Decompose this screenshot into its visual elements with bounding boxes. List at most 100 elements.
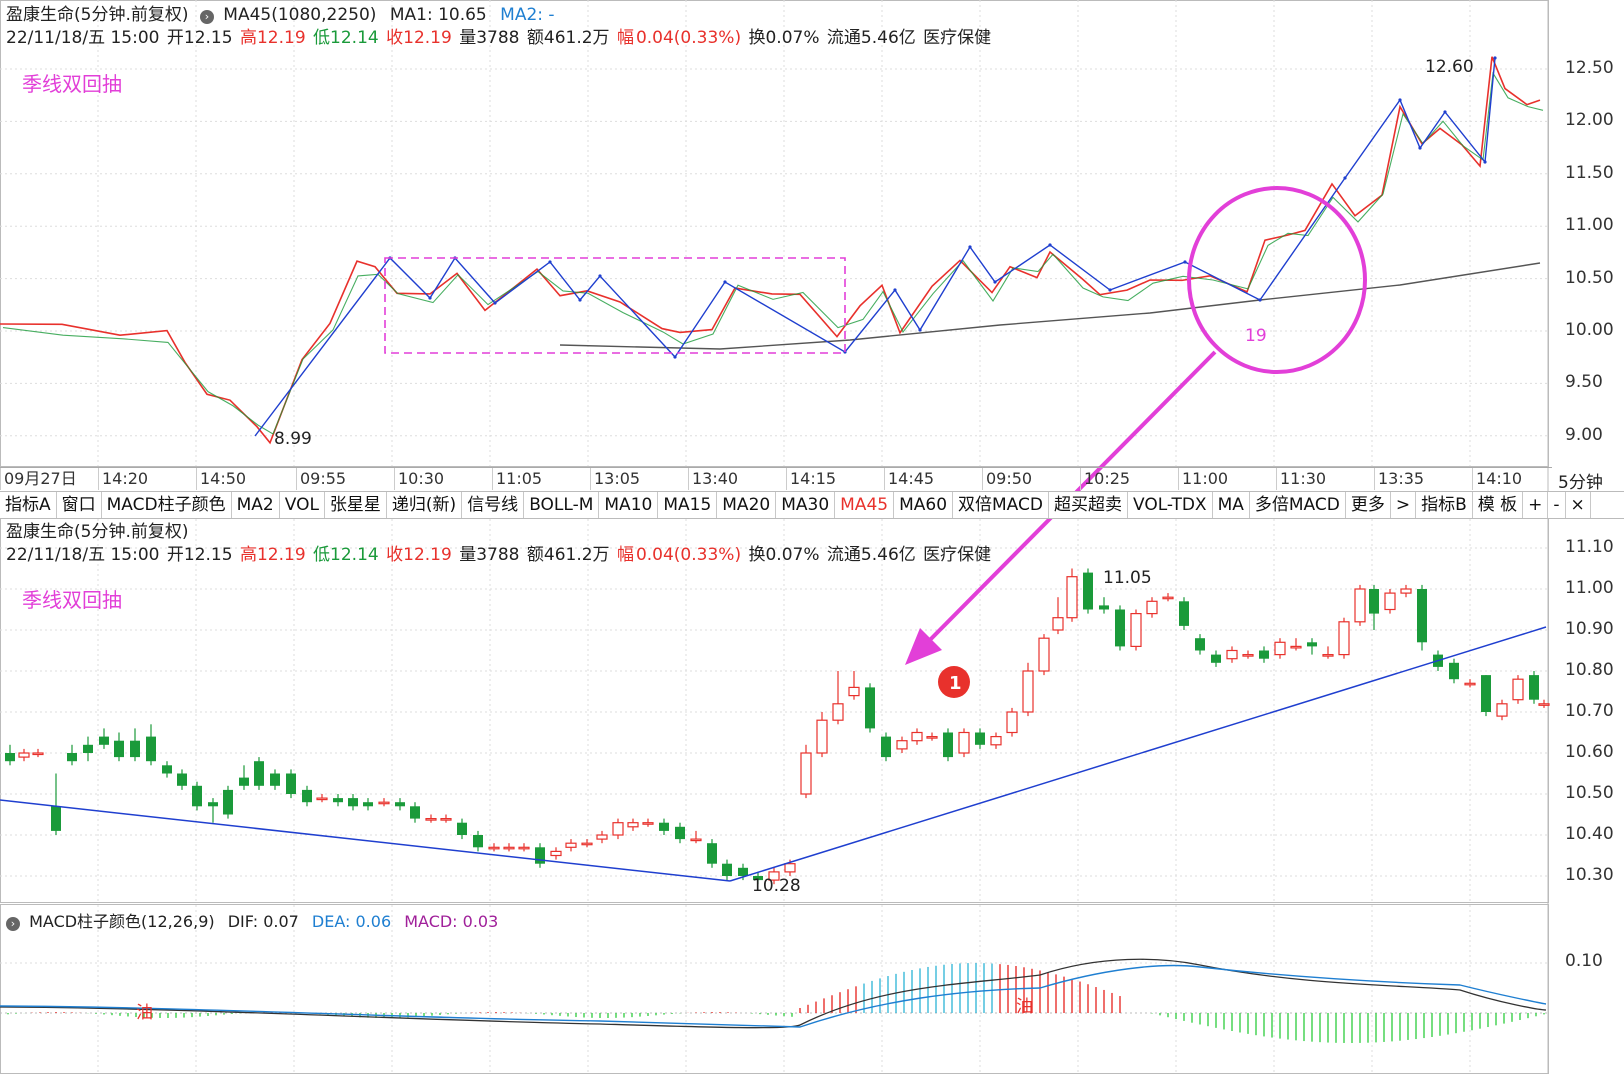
candle-body <box>659 822 669 831</box>
y-axis-tick: 12.50 <box>1565 58 1614 78</box>
settings-icon[interactable]: › <box>199 10 214 24</box>
candle-body <box>1496 703 1508 717</box>
toolbar-item[interactable]: 更多 <box>1346 492 1391 518</box>
candle-body <box>457 822 467 835</box>
toolbar-item[interactable]: 超买超卖 <box>1049 492 1128 518</box>
quote-amplitude: 0.04(0.33%) <box>635 28 742 48</box>
bottom-stock-title[interactable]: 盈康生命(5分钟.前复权) <box>6 522 189 542</box>
candle-body <box>722 863 732 876</box>
bq-close: 收12.19 <box>386 545 452 565</box>
toolbar-item[interactable]: > <box>1391 492 1417 518</box>
macd-dif: DIF: 0.07 <box>227 912 299 931</box>
macd-settings-icon[interactable]: › <box>6 917 20 931</box>
y-axis-tick: 11.50 <box>1565 162 1614 183</box>
bq-amount: 额461.2万 <box>526 545 610 565</box>
candle-body <box>333 798 343 803</box>
toolbar-item[interactable]: 张星星 <box>325 492 387 518</box>
toolbar-item[interactable]: MA15 <box>658 492 718 518</box>
bq-low: 低12.14 <box>313 545 379 565</box>
toolbar-item[interactable]: 双倍MACD <box>953 492 1049 518</box>
candle-body <box>1115 609 1125 647</box>
highlight-circle <box>1187 186 1367 374</box>
top-chart-header: 盈康生命(5分钟.前复权) › MA45(1080,2250) MA1: 10.… <box>6 4 557 26</box>
bq-amp-label: 幅 <box>616 545 634 565</box>
macd-dif-line <box>0 958 1547 1029</box>
time-axis-label: 13:35 <box>1374 468 1424 490</box>
toolbar-item[interactable]: MA30 <box>776 492 836 518</box>
candle-body <box>208 802 218 807</box>
candle-body <box>581 842 593 846</box>
candle-body <box>1369 589 1379 614</box>
candle-body <box>1022 670 1034 713</box>
macd-value: MACD: 0.03 <box>404 912 499 931</box>
toolbar-item[interactable]: 模 板 <box>1473 492 1524 518</box>
toolbar-item[interactable]: 指标A <box>0 492 57 518</box>
circle-label: 19 <box>1245 326 1267 346</box>
bottom-low-label: 10.28 <box>752 876 801 896</box>
price-line-down <box>2 71 1544 435</box>
candle-body <box>1417 589 1427 643</box>
candle-body <box>1083 572 1093 610</box>
toolbar-item[interactable]: MA20 <box>717 492 777 518</box>
zigzag-vertex <box>723 280 727 284</box>
badge-circle <box>938 666 970 698</box>
toolbar-item[interactable]: 多倍MACD <box>1250 492 1346 518</box>
candle-body <box>1052 617 1064 631</box>
toolbar-item[interactable]: VOL <box>280 492 325 518</box>
candle-body <box>990 735 1002 746</box>
candle-body <box>1384 592 1396 611</box>
candle-body <box>896 740 908 750</box>
quote-amount: 额461.2万 <box>526 28 610 48</box>
toolbar-item[interactable]: MA45 <box>835 492 895 518</box>
macd-title[interactable]: MACD柱子颜色(12,26,9) <box>29 912 215 931</box>
candle-body <box>18 752 30 758</box>
candle-body <box>1179 601 1189 626</box>
ma45-line <box>559 262 1541 350</box>
time-axis-label: 13:40 <box>688 468 738 490</box>
zigzag-vertex <box>1048 243 1052 247</box>
top-panel-frame <box>0 0 1549 467</box>
bottom-annotation: 季线双回抽 <box>22 588 122 612</box>
toolbar-item[interactable]: MA10 <box>599 492 659 518</box>
stock-title[interactable]: 盈康生命(5分钟.前复权) <box>6 5 189 25</box>
candle-body <box>1130 612 1142 647</box>
y-axis-tick: 10.90 <box>1565 619 1614 639</box>
candle-body <box>316 797 328 801</box>
toolbar-item[interactable]: MA <box>1213 492 1250 518</box>
quote-volume: 量3788 <box>459 28 520 48</box>
y-axis-tick: 10.80 <box>1565 660 1614 680</box>
toolbar-item[interactable]: 指标B <box>1416 492 1473 518</box>
quote-date: 22/11/18/五 15:00 <box>6 28 160 48</box>
toolbar-item[interactable]: × <box>1566 492 1591 518</box>
zigzag-vertex <box>598 274 602 278</box>
candle-body <box>254 761 264 786</box>
macd-signal-label: 油 <box>1016 997 1033 1017</box>
quote-low: 低12.14 <box>313 28 379 48</box>
zigzag-vertex <box>918 328 922 332</box>
y-axis-tick: 9.00 <box>1565 424 1603 445</box>
zigzag-vertex <box>968 245 972 249</box>
toolbar-item[interactable]: - <box>1548 492 1566 518</box>
toolbar-item[interactable]: 递归(新) <box>387 492 463 518</box>
toolbar-item[interactable]: 窗口 <box>57 492 102 518</box>
candle-body <box>768 871 780 881</box>
quote-high: 高12.19 <box>239 28 306 48</box>
quote-close: 收12.19 <box>386 28 452 48</box>
indicator-name[interactable]: MA45(1080,2250) <box>223 5 377 25</box>
candle-body <box>881 736 891 758</box>
toolbar-item[interactable]: MA60 <box>894 492 954 518</box>
quote-sector: 医疗保健 <box>923 28 992 48</box>
period-selector[interactable]: 5分钟 <box>1558 473 1603 493</box>
toolbar-item[interactable]: MACD柱子颜色 <box>102 492 232 518</box>
candle-body <box>753 876 763 881</box>
toolbar-item[interactable]: + <box>1523 492 1549 518</box>
toolbar-item[interactable]: MA2 <box>232 492 280 518</box>
price-line <box>0 56 1541 445</box>
toolbar-item[interactable]: BOLL-M <box>524 492 600 518</box>
candle-body <box>1338 621 1350 656</box>
toolbar-item[interactable]: VOL-TDX <box>1128 492 1213 518</box>
candle-body <box>943 732 953 758</box>
toolbar-item[interactable]: 信号线 <box>462 492 525 518</box>
candle-body <box>690 838 702 842</box>
